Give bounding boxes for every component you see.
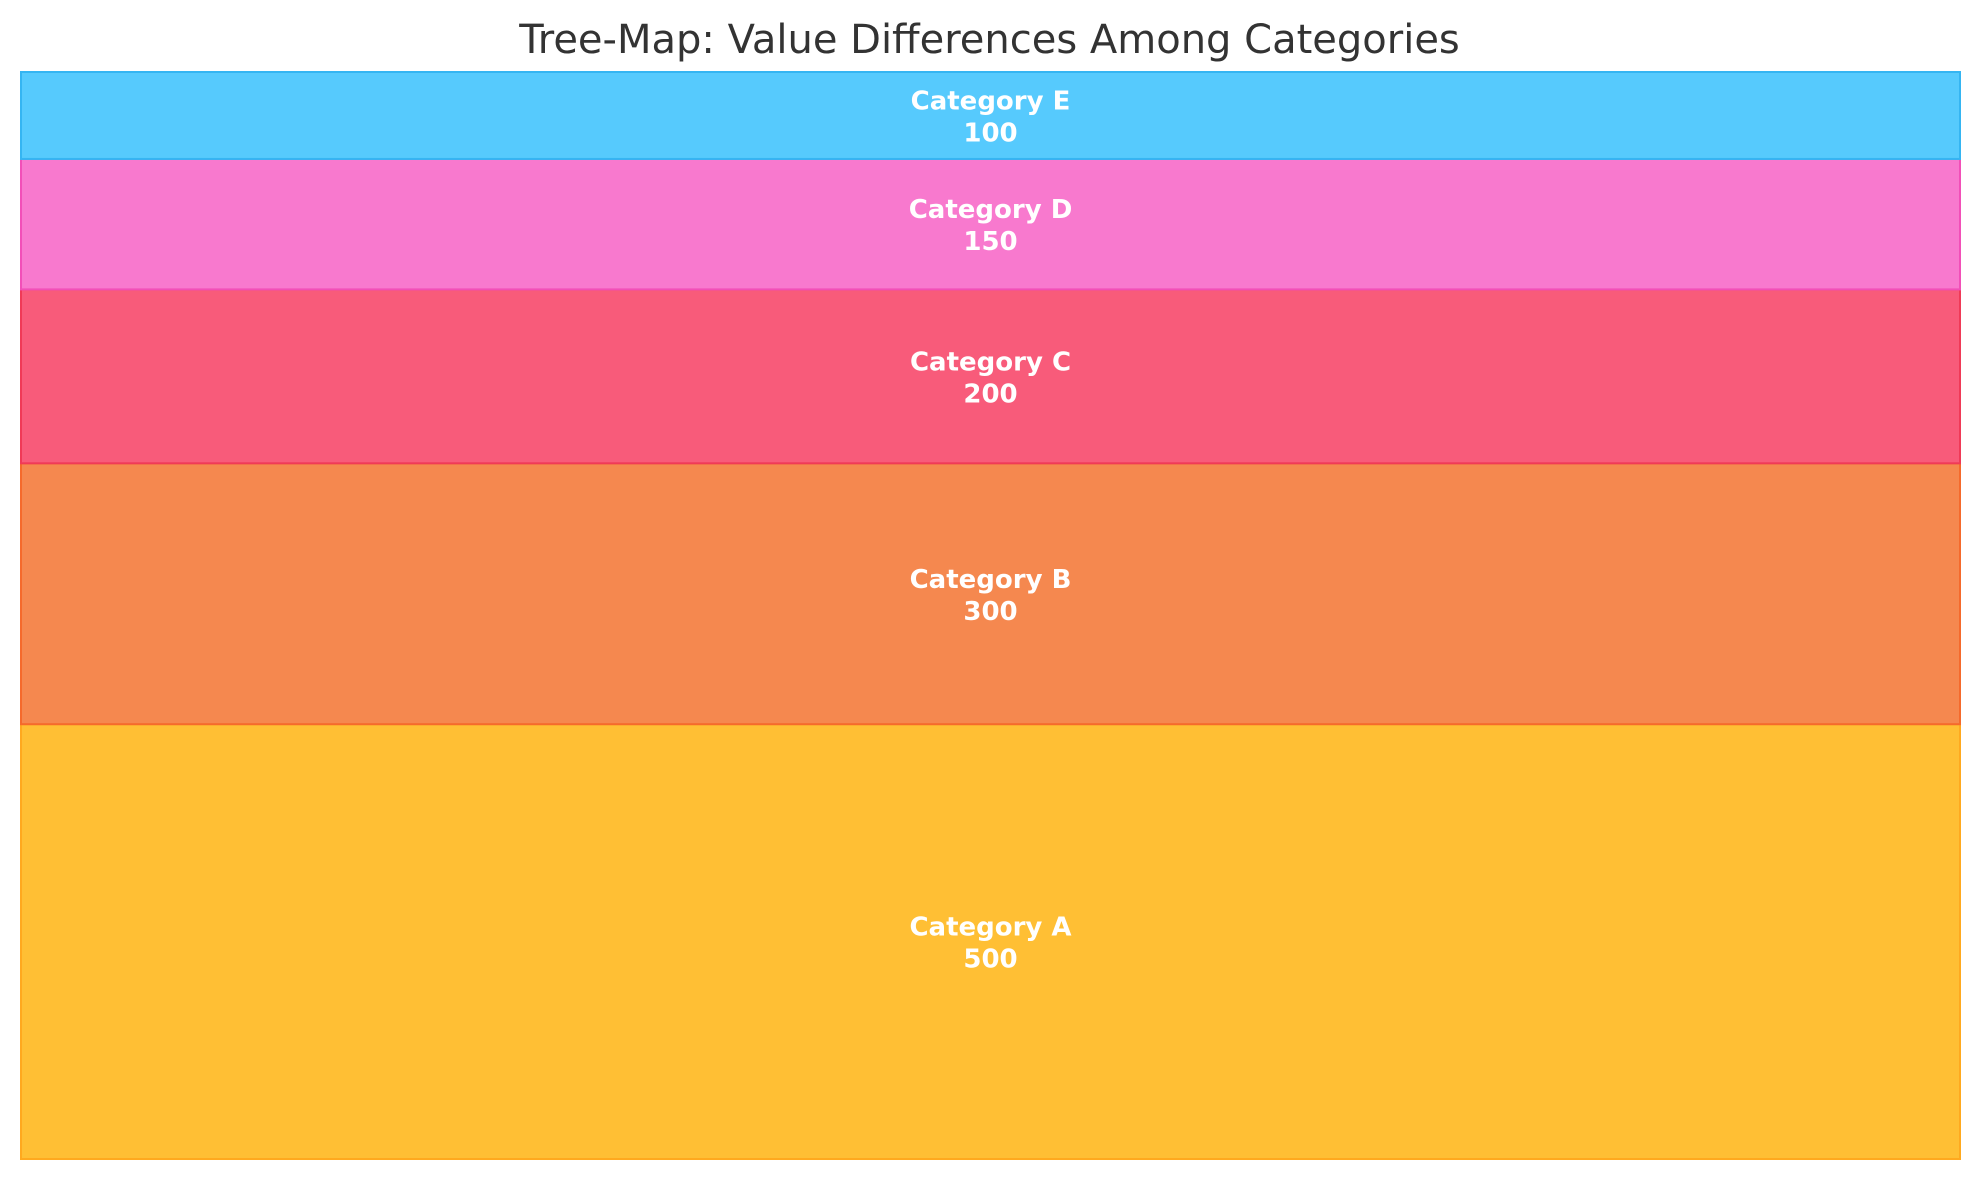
tile-label-category-a: Category A bbox=[909, 913, 1071, 943]
tile-label-category-d: Category D bbox=[909, 195, 1073, 225]
tile-category-e bbox=[20, 71, 1961, 160]
tile-category-b bbox=[20, 462, 1961, 726]
tile-label-category-e: Category E bbox=[911, 86, 1071, 116]
tile-category-d bbox=[20, 157, 1961, 291]
tile-value-category-d: 150 bbox=[963, 227, 1017, 257]
tile-value-category-c: 200 bbox=[963, 379, 1017, 409]
tile-value-category-e: 100 bbox=[963, 118, 1017, 148]
tile-label-category-c: Category C bbox=[910, 347, 1071, 377]
tile-value-category-a: 500 bbox=[963, 945, 1017, 975]
chart-title: Tree-Map: Value Differences Among Catego… bbox=[518, 17, 1460, 63]
tile-category-a bbox=[20, 723, 1961, 1160]
tile-label-category-b: Category B bbox=[910, 565, 1072, 595]
tile-value-category-b: 300 bbox=[963, 597, 1017, 627]
